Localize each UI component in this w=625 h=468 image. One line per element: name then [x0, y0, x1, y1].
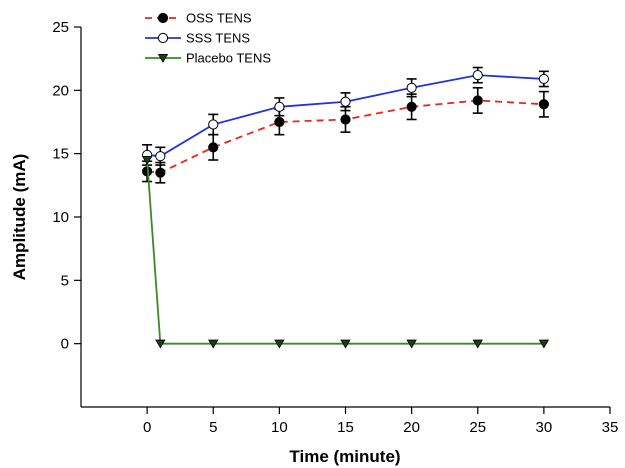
data-point: [155, 339, 166, 349]
legend: OSS TENS SSS TENS Placebo TENS: [145, 11, 271, 66]
y-axis-title: Amplitude (mA): [10, 154, 29, 281]
series-line: [147, 74, 544, 158]
x-tick-label: 0: [143, 419, 151, 436]
data-point: [274, 116, 285, 128]
legend-label: OSS TENS: [186, 11, 252, 26]
legend-marker: [157, 12, 169, 24]
x-ticks: 0 5 10 15 20 25 30 35: [143, 407, 618, 436]
data-point: [155, 151, 166, 162]
data-point: [406, 339, 417, 349]
data-point: [208, 119, 219, 130]
data-point: [274, 101, 285, 112]
x-tick-label: 15: [337, 419, 354, 436]
data-point: [340, 114, 351, 125]
series-layer: [141, 66, 550, 349]
legend-label: SSS TENS: [186, 31, 250, 46]
data-point: [406, 101, 417, 112]
x-tick-label: 10: [271, 419, 288, 436]
series-line: [146, 159, 544, 345]
y-ticks: 0 5 10 15 20 25: [52, 19, 81, 353]
y-tick-label: 0: [61, 336, 69, 353]
data-point: [472, 70, 483, 81]
data-point: [472, 95, 483, 106]
x-tick-label: 35: [602, 419, 619, 436]
data-point: [274, 339, 285, 349]
x-tick-label: 5: [209, 419, 217, 436]
legend-marker: [157, 54, 169, 63]
y-tick-label: 15: [52, 146, 69, 163]
data-point: [472, 339, 483, 349]
data-point: [538, 73, 549, 85]
data-point: [340, 339, 351, 349]
series-2: [141, 155, 550, 349]
data-point: [208, 339, 219, 349]
x-tick-label: 25: [469, 419, 486, 436]
legend-label: Placebo TENS: [186, 51, 271, 66]
legend-marker: [157, 32, 169, 44]
y-tick-label: 20: [52, 82, 69, 99]
series-1: [142, 66, 549, 166]
data-point: [141, 155, 153, 165]
series-0: [142, 87, 549, 184]
x-tick-label: 20: [403, 419, 420, 436]
y-tick-label: 10: [52, 209, 69, 226]
data-point: [538, 339, 550, 349]
y-tick-label: 25: [52, 19, 69, 36]
data-point: [340, 96, 351, 107]
data-point: [538, 99, 549, 110]
y-tick-label: 5: [61, 272, 69, 289]
data-point: [406, 82, 417, 93]
axes: [80, 27, 610, 408]
x-axis-title: Time (minute): [289, 447, 400, 466]
data-point: [208, 142, 219, 153]
data-point: [155, 167, 166, 178]
x-tick-label: 30: [536, 419, 553, 436]
